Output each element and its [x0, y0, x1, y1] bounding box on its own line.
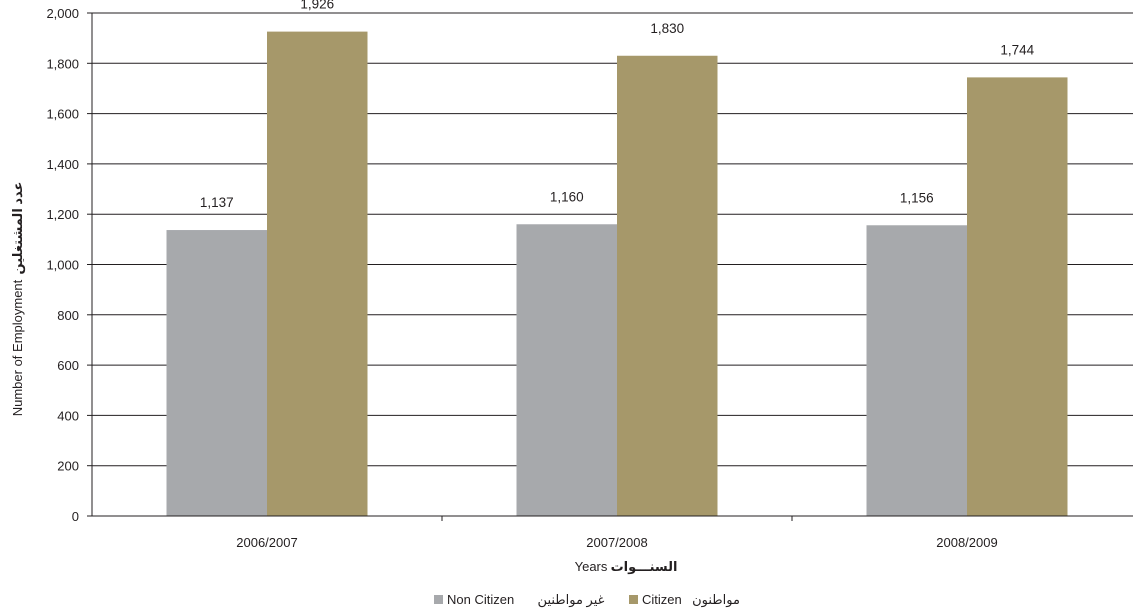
legend-label-citizen-ar: مواطنون — [692, 592, 740, 608]
bar-citizen-2007-2008 — [617, 55, 718, 516]
y-tick-label-400: 400 — [57, 408, 79, 423]
y-tick-label-800: 800 — [57, 308, 79, 323]
x-axis-title-en: Years — [575, 559, 608, 574]
labels: 0 200 400 600 800 1,000 1,200 1,400 1,600 1,800 2,… — [46, 0, 1034, 550]
axes — [87, 12, 1133, 521]
y-tick-label-1400: 1,400 — [46, 157, 79, 172]
x-axis-title: Years السنـــوات — [575, 559, 678, 574]
y-axis-title-ar: عدد المشتغلين — [10, 182, 25, 275]
y-tick-label-600: 600 — [57, 358, 79, 373]
data-label-citizen-2007-2008: 1,830 — [650, 21, 684, 36]
data-label-non-citizen-2007-2008: 1,160 — [550, 189, 584, 204]
legend-label-citizen-en: Citizen — [642, 592, 682, 607]
x-axis-title-ar: السنـــوات — [611, 559, 678, 574]
data-label-non-citizen-2006-2007: 1,137 — [200, 195, 234, 210]
bar-citizen-2006-2007 — [267, 31, 368, 517]
x-tick-label-2006-2007: 2006/2007 — [236, 535, 297, 550]
legend-label-non-citizen-en: Non Citizen — [447, 592, 514, 607]
x-tick-label-2008-2009: 2008/2009 — [936, 535, 997, 550]
y-tick-label-2000: 2,000 — [46, 6, 79, 21]
y-tick-label-0: 0 — [72, 509, 79, 524]
data-label-citizen-2008-2009: 1,744 — [1000, 42, 1034, 57]
bar-citizen-2008-2009 — [967, 77, 1068, 516]
bar-non-citizen-2007-2008 — [516, 224, 617, 516]
data-label-non-citizen-2008-2009: 1,156 — [900, 190, 934, 205]
y-tick-label-1200: 1,200 — [46, 207, 79, 222]
y-axis-title-en: Number of Employment — [10, 279, 25, 416]
legend-swatch-non-citizen — [434, 595, 443, 604]
x-tick-label-2007-2008: 2007/2008 — [586, 535, 647, 550]
bar-non-citizen-2008-2009 — [866, 225, 967, 517]
y-tick-label-1800: 1,800 — [46, 56, 79, 71]
legend-swatch-citizen — [629, 595, 638, 604]
y-tick-label-200: 200 — [57, 459, 79, 474]
y-tick-label-1000: 1,000 — [46, 258, 79, 273]
legend: Non Citizen غير مواطنين Citizen مواطنون — [434, 592, 740, 608]
bars — [166, 31, 1068, 517]
legend-label-non-citizen-ar: غير مواطنين — [538, 592, 605, 608]
y-tick-label-1600: 1,600 — [46, 107, 79, 122]
data-label-citizen-2006-2007: 1,926 — [300, 0, 334, 12]
y-axis-title: Number of Employment عدد المشتغلين — [10, 182, 25, 417]
bar-non-citizen-2006-2007 — [166, 230, 267, 516]
